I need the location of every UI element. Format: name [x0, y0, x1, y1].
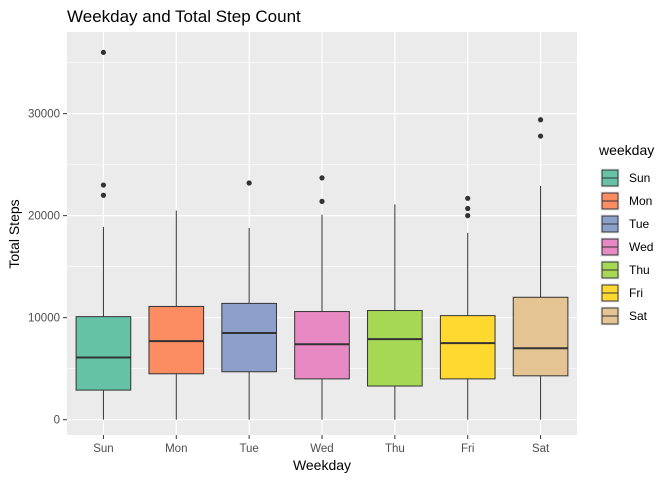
box-iqr [75, 316, 132, 391]
boxplot-series [75, 49, 569, 420]
box-iqr [294, 311, 350, 380]
x-tick-label: Sat [532, 443, 550, 455]
outlier-point [537, 117, 544, 123]
outlier-point [465, 213, 471, 219]
outlier-point [246, 180, 252, 186]
x-tick-label: Tue [239, 443, 258, 455]
x-tick-label: Mon [165, 443, 187, 455]
box-wed [294, 175, 350, 420]
legend-label: Thu [629, 263, 650, 277]
legend-label: Sat [629, 309, 648, 323]
legend-item-tue: Tue [600, 214, 650, 234]
legend: weekday Sun Mon Tue Wed Thu Fri Sat [598, 142, 654, 326]
legend-item-mon: Mon [600, 191, 652, 211]
box-iqr [148, 305, 205, 375]
box-mon [148, 210, 205, 420]
chart-title: Weekday and Total Step Count [67, 7, 301, 26]
x-tick-label: Sun [93, 443, 113, 455]
box-tue [221, 180, 277, 420]
outlier-point [319, 198, 325, 204]
x-tick-label: Fri [461, 443, 474, 455]
legend-label: Fri [629, 286, 643, 300]
y-tick-label: 0 [54, 415, 60, 427]
x-axis-title: Weekday [293, 457, 351, 473]
box-iqr [512, 296, 569, 377]
box-iqr [221, 302, 277, 373]
y-tick-label: 10000 [28, 313, 60, 325]
legend-title: weekday [598, 142, 654, 158]
legend-label: Wed [629, 240, 653, 254]
legend-item-sun: Sun [600, 168, 650, 188]
x-tick-label: Thu [385, 443, 405, 455]
legend-item-fri: Fri [600, 283, 643, 303]
x-axis-ticks: Sun Mon Tue Wed Thu Fri Sat [93, 435, 550, 455]
legend-item-wed: Wed [600, 237, 653, 257]
y-tick-label: 20000 [28, 211, 60, 223]
box-iqr [439, 315, 496, 380]
legend-label: Sun [629, 171, 650, 185]
outlier-point [100, 192, 107, 198]
outlier-point [537, 133, 544, 139]
outlier-point [100, 182, 107, 188]
legend-item-thu: Thu [600, 260, 650, 280]
legend-label: Mon [629, 194, 652, 208]
box-sun [75, 49, 132, 420]
legend-item-sat: Sat [600, 306, 648, 326]
y-axis-ticks: 0 10000 20000 30000 [28, 109, 67, 427]
y-axis-title: Total Steps [6, 199, 22, 268]
legend-label: Tue [629, 217, 650, 231]
outlier-point [319, 175, 325, 181]
box-fri [439, 195, 496, 420]
outlier-point [100, 49, 107, 56]
box-sat [512, 117, 569, 420]
outlier-point [465, 195, 471, 201]
x-tick-label: Wed [310, 443, 333, 455]
box-thu [367, 204, 423, 420]
y-tick-label: 30000 [28, 109, 60, 121]
box-iqr [367, 310, 423, 387]
outlier-point [465, 205, 471, 212]
